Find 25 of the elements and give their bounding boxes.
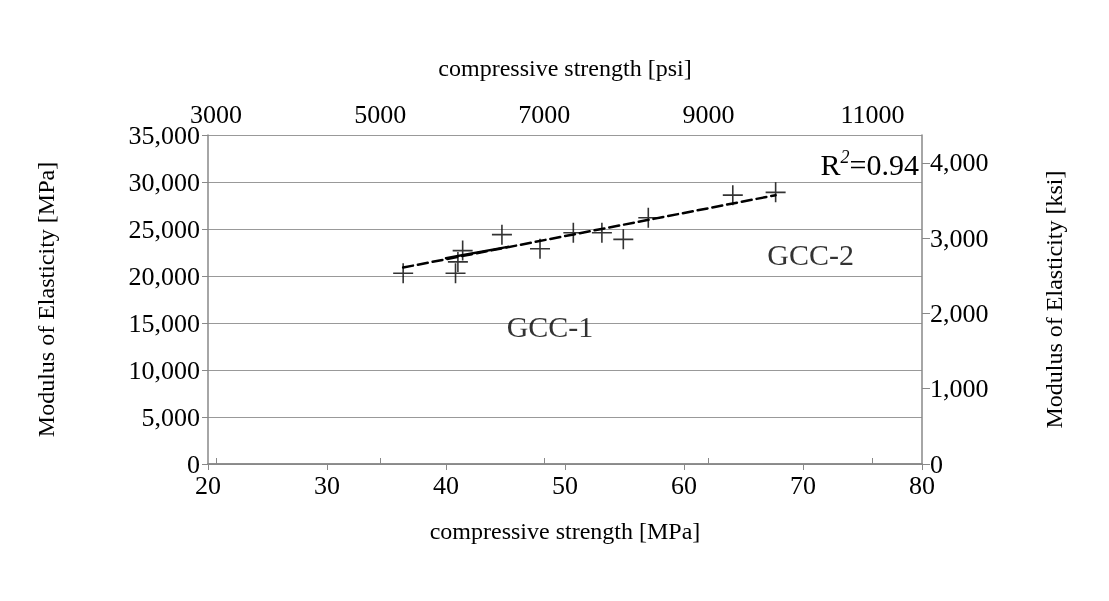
x2-tick-label: 5000 bbox=[354, 99, 407, 129]
series-label: GCC-1 bbox=[506, 309, 594, 343]
y-tick-label: 30,000 bbox=[128, 167, 200, 197]
x-tick-label: 70 bbox=[790, 470, 816, 500]
x-tick-label: 40 bbox=[433, 470, 459, 500]
y-axis-title: Modulus of Elasticity [MPa] bbox=[33, 161, 59, 438]
y-tick-label: 5,000 bbox=[141, 402, 200, 432]
y2-tick-label: 3,000 bbox=[930, 223, 989, 253]
x-tick-label: 30 bbox=[314, 470, 340, 500]
y-tick-label: 10,000 bbox=[128, 355, 200, 385]
x-axis-title: compressive strength [MPa] bbox=[429, 518, 701, 544]
y-tick-label: 25,000 bbox=[128, 214, 200, 244]
y2-tick-label: 4,000 bbox=[930, 148, 989, 178]
x-tick-label: 50 bbox=[552, 470, 578, 500]
y-tick-label: 20,000 bbox=[128, 261, 200, 291]
x2-tick-label: 9000 bbox=[682, 99, 735, 129]
y2-tick-label: 1,000 bbox=[930, 374, 989, 404]
x-tick-label: 60 bbox=[671, 470, 697, 500]
y2-tick-label: 2,000 bbox=[930, 298, 989, 328]
x2-axis-title: compressive strength [psi] bbox=[438, 55, 692, 81]
x2-tick-label: 11000 bbox=[840, 99, 905, 129]
y-tick-label: 15,000 bbox=[128, 308, 200, 338]
series-label: GCC-2 bbox=[767, 238, 854, 272]
y2-axis-title: Modulus of Elasticity [ksi] bbox=[1041, 170, 1067, 429]
x2-tick-label: 7000 bbox=[518, 99, 571, 129]
